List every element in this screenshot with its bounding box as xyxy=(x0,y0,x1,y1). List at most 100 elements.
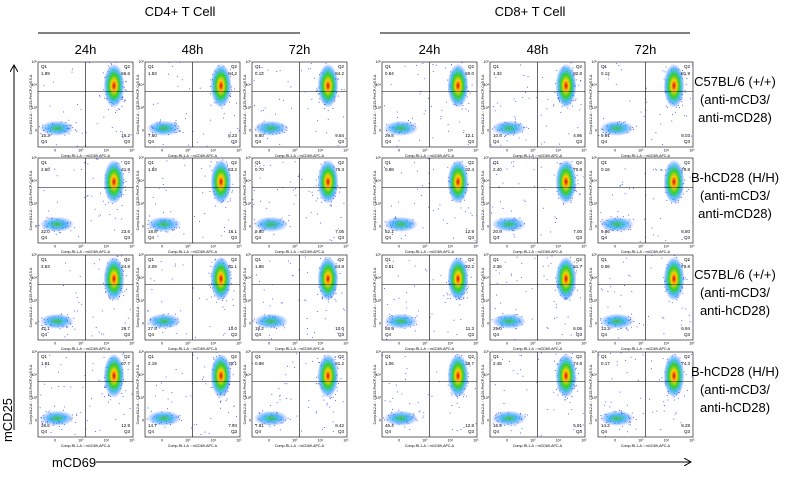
plot-x-label: Comp-RL1-A :: mCD69-APC-A xyxy=(621,250,671,254)
dot xyxy=(236,415,237,417)
dot xyxy=(177,85,179,87)
quadrant-value: 2.19 xyxy=(148,361,157,366)
tick-label: 0 xyxy=(142,225,144,229)
dot xyxy=(388,135,390,137)
dot xyxy=(197,357,198,359)
dot xyxy=(322,395,324,397)
dot xyxy=(341,89,343,90)
dot xyxy=(514,339,516,340)
quadrant-value: 7.00 xyxy=(573,229,582,234)
dot xyxy=(500,230,502,232)
dot xyxy=(604,66,606,68)
density xyxy=(491,158,584,243)
dot xyxy=(267,69,269,71)
dot xyxy=(286,383,288,385)
quadrant-value: 3.63 xyxy=(41,264,50,269)
dot xyxy=(122,194,124,196)
dot xyxy=(92,177,94,179)
dot xyxy=(314,77,315,79)
dot xyxy=(335,293,337,295)
dot xyxy=(543,141,545,143)
dot xyxy=(518,183,520,185)
dot xyxy=(569,299,571,301)
dot xyxy=(227,201,229,203)
dot xyxy=(285,374,287,376)
dot xyxy=(660,169,662,171)
density xyxy=(252,353,345,432)
dot xyxy=(290,181,292,183)
dot xyxy=(57,201,58,203)
hot-spot xyxy=(210,256,232,301)
dot xyxy=(40,132,42,134)
dot xyxy=(656,169,657,171)
tick-label: 10³ xyxy=(139,299,145,303)
dot xyxy=(164,426,166,428)
plot-x-label: Comp-RL1-A :: mCD69-APC-A xyxy=(168,444,218,448)
tick-label: 10⁵ xyxy=(236,245,242,249)
dot xyxy=(125,189,127,191)
group-title: CD8+ T Cell xyxy=(495,4,566,19)
dot xyxy=(383,166,385,168)
quadrant-name: Q1 xyxy=(148,160,155,165)
plot-x-label: Comp-RL1-A :: mCD69-APC-A xyxy=(275,347,325,351)
tick-label: 10⁴ xyxy=(211,245,217,249)
dot xyxy=(64,336,66,338)
dot xyxy=(390,83,392,85)
dot xyxy=(615,63,617,65)
dot xyxy=(337,259,339,261)
dot xyxy=(85,131,87,133)
dot xyxy=(554,92,556,94)
tick-label: 10⁴ xyxy=(664,149,670,153)
tick-label: 10³ xyxy=(484,106,490,110)
dot xyxy=(92,369,94,371)
blob xyxy=(491,120,527,136)
dot xyxy=(287,81,289,83)
quadrant-name: Q1 xyxy=(601,64,608,69)
dot xyxy=(203,376,204,378)
dot xyxy=(502,208,504,210)
dot xyxy=(397,117,399,119)
plot-x-label: Comp-RL1-A :: mCD69-APC-A xyxy=(513,347,563,351)
dot xyxy=(427,158,429,160)
dot xyxy=(54,168,56,170)
dot xyxy=(166,160,168,162)
dot xyxy=(553,301,555,303)
dot xyxy=(308,400,310,402)
quadrant-name: Q4 xyxy=(385,139,392,144)
dot xyxy=(99,429,101,431)
dot xyxy=(471,215,473,216)
dot xyxy=(312,360,314,362)
dot xyxy=(64,134,66,136)
quadrant-name: Q2 xyxy=(231,160,238,165)
quadrant-value: 0.16 xyxy=(601,167,610,172)
quadrant-value: 12.1 xyxy=(465,133,474,138)
dot xyxy=(337,332,339,334)
dot xyxy=(295,194,297,196)
dot xyxy=(464,242,466,243)
plot-x-label: Comp-RL1-A :: mCD69-APC-A xyxy=(513,154,563,158)
dot xyxy=(337,228,339,230)
dot xyxy=(160,119,161,121)
quadrant-name: Q2 xyxy=(338,160,345,165)
dot xyxy=(525,291,527,293)
quadrant-value: 7.05 xyxy=(335,229,344,234)
quadrant-name: Q1 xyxy=(255,257,262,262)
dot xyxy=(271,338,273,340)
dot xyxy=(450,298,451,300)
hot-spot xyxy=(317,63,339,108)
dot xyxy=(127,368,129,370)
quadrant-value: 9.86 xyxy=(601,229,610,234)
dot xyxy=(210,161,212,163)
quadrant-value: 14.7 xyxy=(148,423,157,428)
dot xyxy=(545,125,547,127)
dot xyxy=(516,280,518,282)
dot xyxy=(99,258,100,260)
dot xyxy=(254,219,256,221)
dot xyxy=(681,264,683,266)
dot xyxy=(531,288,533,290)
dot xyxy=(612,194,613,196)
tick-label: 0 xyxy=(161,439,163,443)
plot-y-label: Comp-BL2-A :: CD25-PerCP-Cy5.5-A xyxy=(589,74,593,134)
dot xyxy=(662,70,664,72)
dot xyxy=(621,184,623,186)
